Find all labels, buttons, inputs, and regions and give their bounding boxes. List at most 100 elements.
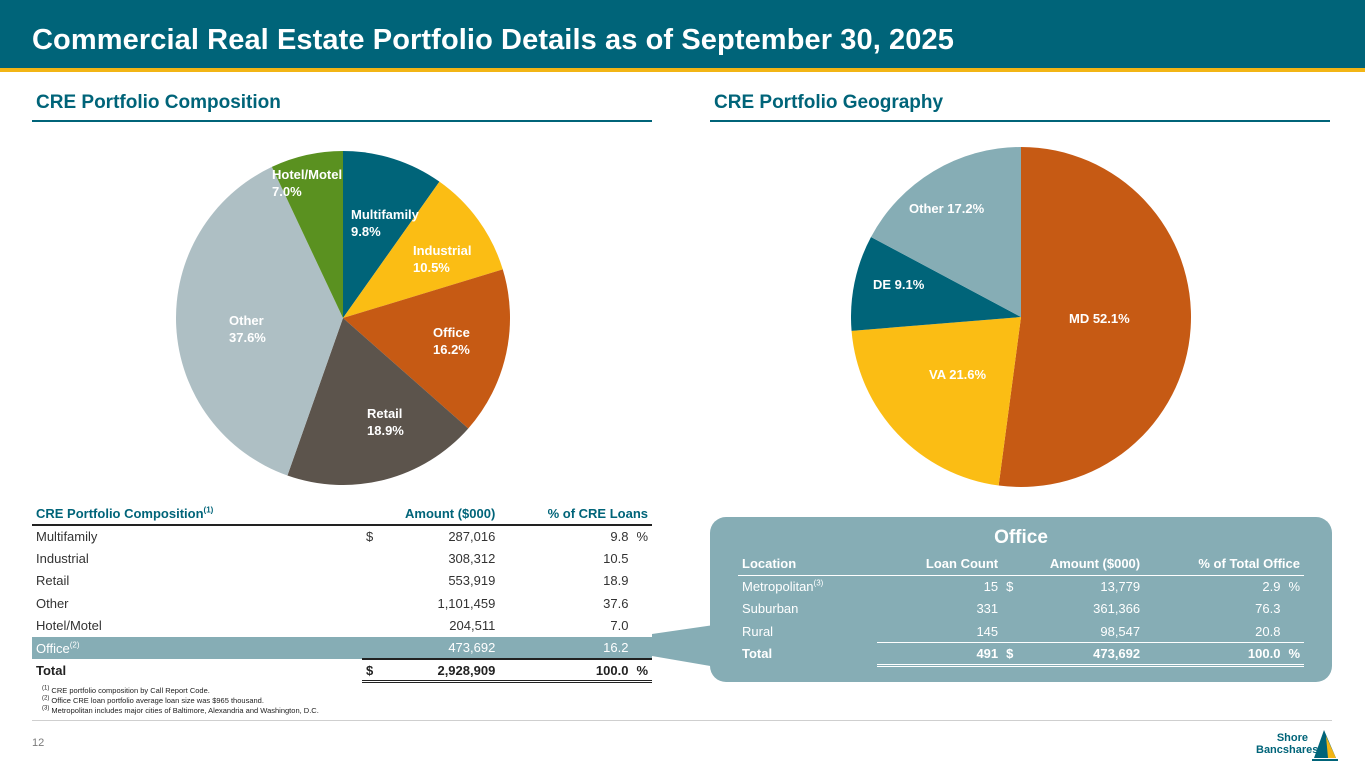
row-label: Other: [36, 595, 69, 611]
row-label: Rural: [742, 623, 774, 639]
office-header-amount: Amount ($000): [1002, 553, 1145, 576]
row-count: 15: [983, 579, 999, 594]
row-count: 145: [976, 623, 999, 639]
composition-label-other: Other 37.6%: [229, 313, 266, 345]
row-label: Industrial: [36, 551, 89, 567]
office-header-count: Loan Count: [877, 553, 1003, 576]
row-pct: 16.2: [499, 636, 633, 660]
row-amount: 13,779: [1100, 579, 1141, 594]
composition-label-hotel-motel: Hotel/Motel 7.0%: [272, 167, 342, 199]
row-pct-sign: %: [1284, 642, 1304, 667]
office-total-row: Total 491 $473,692 100.0%: [738, 642, 1304, 667]
header-stripe: [0, 68, 1365, 72]
row-label: Office(2): [32, 636, 362, 660]
composition-section-title: CRE Portfolio Composition: [36, 92, 281, 113]
composition-slice-office: [343, 269, 510, 429]
table-row: Suburban 331 361,366 76.3: [738, 598, 1304, 621]
footnote: (1) CRE portfolio composition by Call Re…: [42, 685, 210, 696]
composition-slice-industrial: [343, 181, 503, 318]
composition-label-retail: Retail 18.9%: [367, 406, 404, 438]
row-label: Multifamily: [36, 529, 98, 545]
composition-slice-other: [176, 166, 343, 476]
row-amount: 287,016: [448, 529, 496, 545]
row-pct-sign: %: [632, 658, 652, 684]
office-panel-title: Office: [994, 527, 1048, 548]
sail-icon: [1312, 730, 1338, 761]
row-pct: 100.0: [1144, 642, 1285, 667]
composition-total-row: Total $2,928,909 100.0%: [32, 658, 652, 684]
row-pct-sign: [632, 592, 652, 614]
geography-label-md: MD 52.1%: [1069, 311, 1130, 326]
logo-text: Shore Bancshares: [1256, 732, 1319, 756]
row-label: Retail: [36, 573, 70, 589]
row-pct: 20.8: [1255, 623, 1281, 639]
row-pct-sign: %: [636, 529, 648, 545]
row-count: 331: [976, 601, 999, 617]
composition-header-category: CRE Portfolio Composition(1): [32, 503, 362, 526]
row-pct: 76.3: [1255, 601, 1281, 617]
header-bar: [0, 0, 1365, 68]
row-label: Metropolitan(3): [742, 578, 824, 594]
office-header-location: Location: [738, 553, 878, 576]
row-currency: [362, 636, 382, 660]
composition-header-pct: % of CRE Loans: [499, 503, 652, 526]
footer-rule: [32, 720, 1332, 721]
row-pct-sign: [632, 547, 652, 569]
row-amount: 473,692: [382, 636, 500, 660]
composition-header-amount: Amount ($000): [362, 503, 500, 526]
page-title: Commercial Real Estate Portfolio Details…: [32, 24, 954, 56]
row-pct: 7.0: [610, 618, 629, 634]
row-currency: $: [362, 658, 382, 684]
table-row: Hotel/Motel 204,511 7.0: [32, 615, 652, 637]
office-header-pct: % of Total Office: [1144, 553, 1304, 576]
page-number: 12: [32, 737, 45, 749]
row-amount: 361,366: [1093, 601, 1141, 617]
row-pct: 9.8: [610, 529, 629, 545]
geography-label-de: DE 9.1%: [873, 277, 925, 292]
composition-pie-chart: Multifamily 9.8% Industrial 10.5% Office 16.2…: [176, 151, 510, 485]
row-currency: [1002, 598, 1022, 621]
table-row: Metropolitan(3) 15 $13,779 2.9%: [738, 575, 1304, 598]
composition-label-office: Office 16.2%: [433, 325, 470, 357]
table-row: Other 1,101,459 37.6: [32, 592, 652, 614]
composition-table: CRE Portfolio Composition(1) Amount ($00…: [32, 503, 652, 684]
row-pct-sign: [1284, 598, 1304, 621]
row-pct: 10.5: [603, 551, 629, 567]
row-amount: 2,928,909: [382, 658, 500, 684]
geography-section-rule: [710, 120, 1330, 122]
composition-slice-multifamily: [343, 151, 440, 318]
geography-slice-other: [871, 147, 1021, 317]
row-count: 491: [877, 642, 1003, 667]
table-row: Industrial 308,312 10.5: [32, 547, 652, 569]
row-pct: 2.9: [1262, 579, 1281, 594]
geography-slice-de: [851, 236, 1021, 331]
composition-slice-hotel-motel: [271, 151, 343, 318]
footnote: (2) Office CRE loan portfolio average lo…: [42, 695, 264, 706]
table-row: Rural 145 98,547 20.8: [738, 620, 1304, 643]
footnotes: (1) CRE portfolio composition by Call Re…: [42, 686, 319, 716]
composition-section-rule: [32, 120, 652, 122]
geography-pie-chart: MD 52.1% VA 21.6% DE 9.1% Other 17.2%: [851, 147, 1191, 487]
row-pct-sign: [632, 570, 652, 592]
row-currency: [362, 547, 382, 569]
row-amount: 1,101,459: [437, 595, 496, 611]
composition-label-industrial: Industrial 10.5%: [413, 243, 472, 275]
row-currency: $: [1002, 642, 1023, 667]
row-currency: $: [1006, 579, 1014, 594]
table-row: Retail 553,919 18.9: [32, 570, 652, 592]
row-currency: [362, 570, 382, 592]
office-table: Location Loan Count Amount ($000) % of T…: [738, 553, 1304, 667]
row-pct: 18.9: [603, 573, 629, 589]
table-row: Multifamily $287,016 9.8%: [32, 525, 652, 547]
row-pct-sign: [1284, 620, 1304, 643]
row-pct-sign: %: [1288, 579, 1300, 594]
row-amount: 98,547: [1100, 623, 1141, 639]
row-label: Total: [36, 663, 67, 679]
composition-slice-retail: [287, 318, 469, 485]
table-row: Office(2) 473,692 16.2: [32, 636, 652, 660]
row-pct-sign: [632, 615, 652, 637]
row-amount: 204,511: [449, 618, 496, 634]
row-label: Total: [742, 646, 773, 662]
row-amount: 553,919: [448, 573, 496, 589]
